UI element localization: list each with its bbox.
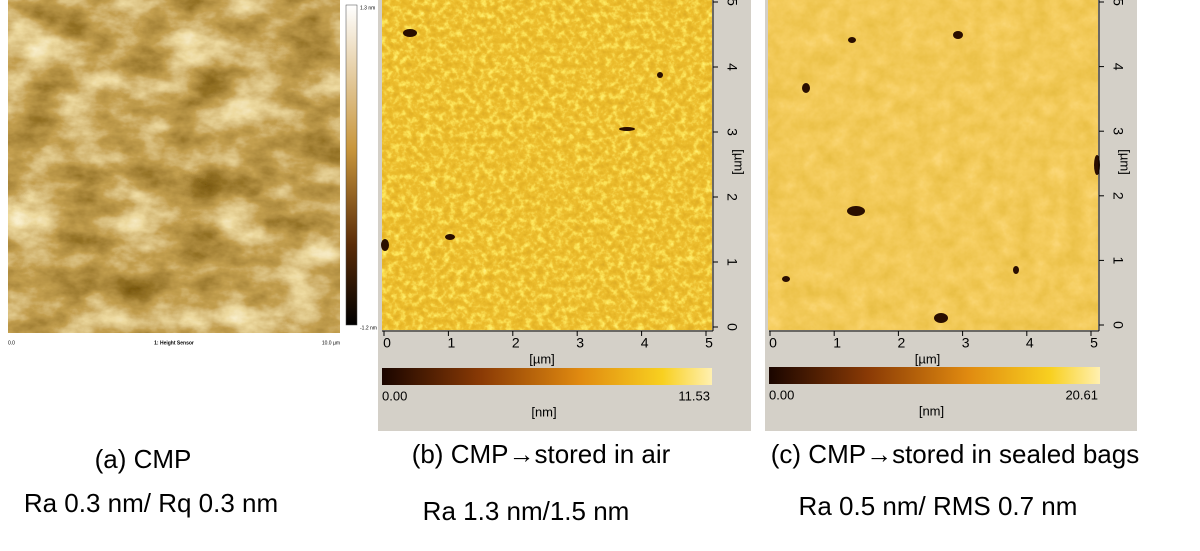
stats: Ra 1.3 nm/1.5 nm [423,496,630,526]
x-tick-label: 1 [448,335,456,351]
y-tick-label: 1 [724,258,740,266]
y-tick-label: 5 [724,0,740,6]
colorbar [769,367,1100,384]
x-tick-label: 5 [1090,335,1098,351]
stats: Ra 0.5 nm/ RMS 0.7 nm [799,491,1078,521]
colorbar [382,368,712,385]
afm-image [382,0,712,330]
y-tick-label: 1 [1110,257,1126,265]
colorbar-unit: [nm] [919,403,944,418]
x-tick-label: 1 [833,335,841,351]
x-unit: [µm] [915,351,941,366]
y-tick-label: 4 [1110,63,1126,71]
y-tick-label: 0 [1110,321,1126,329]
x-tick-label: 0 [383,335,391,351]
x-tick-label: 4 [641,335,649,351]
x-tick-label: 4 [1026,335,1034,351]
caption: (a) CMP [95,444,192,474]
defects [381,29,1100,323]
x-tick-label: 3 [576,335,584,351]
colorbar-unit: [nm] [531,404,556,419]
colorbar-min: 0.00 [769,387,794,402]
caption: (c) CMP→stored in sealed bags [771,439,1139,469]
x-tick-label: 2 [512,335,520,351]
scale-bottom: -1.2 nm [360,325,377,331]
x-tick-label: 0 [769,335,777,351]
x-unit: [µm] [529,351,555,366]
colorbar-min: 0.00 [382,388,407,403]
x-tick-label: 5 [705,335,713,351]
x-tick-label: 2 [898,335,906,351]
y-tick-label: 2 [1110,192,1126,200]
colorbar-max: 20.61 [1065,387,1098,402]
caption: (b) CMP→stored in air [412,439,671,469]
colorbar [345,4,358,326]
y-tick-label: 3 [1110,127,1126,135]
y-tick-label: 5 [1110,0,1126,6]
x-tick-label: 3 [962,335,970,351]
x-start: 0.0 [8,340,15,346]
x-end: 10.0 µm [322,340,340,346]
y-tick-label: 4 [724,63,740,71]
y-tick-label: 2 [724,193,740,201]
y-unit: [µm] [1118,149,1133,175]
x-title: 1: Height Sensor [154,340,194,346]
y-unit: [µm] [732,149,747,175]
y-tick-label: 0 [724,323,740,331]
colorbar-max: 11.53 [678,388,710,403]
afm-image [8,0,340,333]
y-tick-label: 3 [724,128,740,136]
scale-top: 1.3 nm [360,5,375,11]
afm-image [768,0,1098,330]
stats: Ra 0.3 nm/ Rq 0.3 nm [24,488,278,518]
